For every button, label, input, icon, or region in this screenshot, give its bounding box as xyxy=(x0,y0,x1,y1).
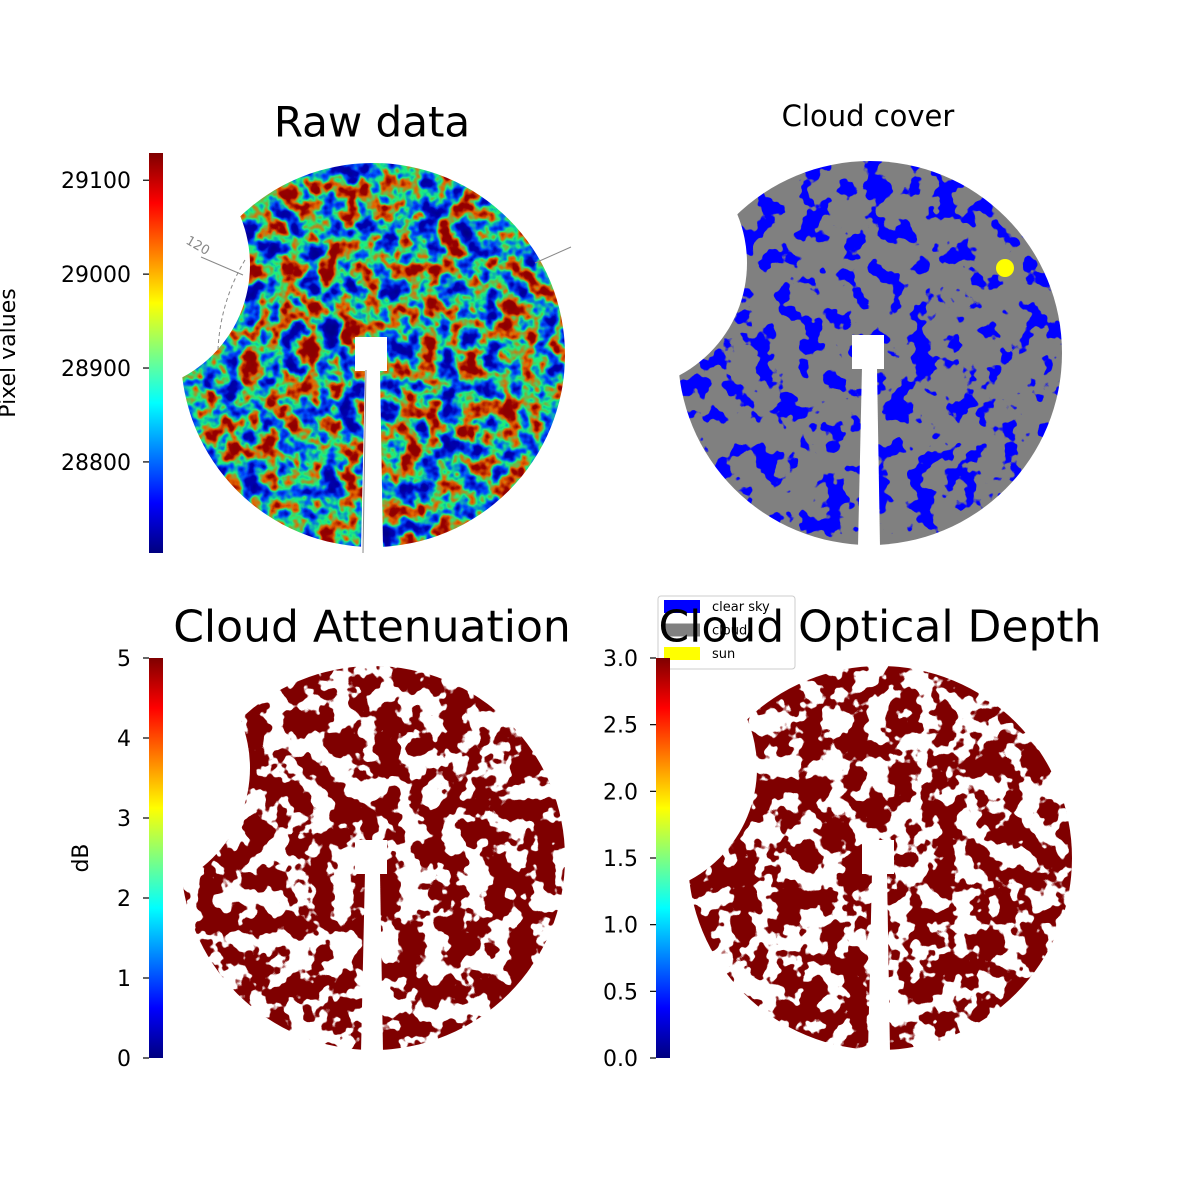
legend-swatch xyxy=(664,647,700,660)
colorbar-label: dB xyxy=(69,843,94,872)
colorbar-tick-label: 2.5 xyxy=(603,714,638,739)
polar-grid xyxy=(534,246,572,264)
image-texture xyxy=(688,666,1072,1054)
image xyxy=(181,163,565,551)
colorbar-tick-label: 1.5 xyxy=(603,847,638,872)
image xyxy=(678,161,1062,549)
colorbar-tick-label: 0 xyxy=(117,1047,131,1072)
colorbar-tick-label: 29100 xyxy=(61,169,131,194)
legend-label: sun xyxy=(712,647,735,662)
legend-label: cloud xyxy=(712,624,747,639)
panel xyxy=(678,161,1062,549)
panel-title: Cloud cover xyxy=(782,99,955,133)
colorbar-tick-label: 5 xyxy=(117,647,131,672)
polar-grid xyxy=(217,259,246,351)
panel-title: Raw data xyxy=(274,98,470,147)
image-texture xyxy=(678,161,1062,549)
colorbar-tick-label: 0.5 xyxy=(603,980,638,1005)
panel: 0 1 2 3 4 5 dB xyxy=(69,647,565,1072)
legend: clear sky cloud sun xyxy=(657,595,796,670)
image xyxy=(181,666,565,1054)
polar-grid xyxy=(200,256,244,276)
image xyxy=(688,666,1072,1054)
image-texture xyxy=(181,163,565,551)
image-texture xyxy=(181,666,565,1054)
panel-title: Cloud Optical Depth xyxy=(658,601,1101,652)
legend-swatch xyxy=(664,600,700,613)
colorbar-tick-label: 4 xyxy=(117,727,131,752)
sun-marker xyxy=(996,259,1014,277)
colorbar xyxy=(656,658,670,1058)
colorbar-tick-label: 29000 xyxy=(61,263,131,288)
panel: 0.0 0.5 1.0 1.5 2.0 2.5 3.0 xyxy=(603,647,1072,1072)
panel-title: Cloud Attenuation xyxy=(173,601,571,652)
colorbar-tick-label: 2.0 xyxy=(603,780,638,805)
colorbar-tick-label: 0.0 xyxy=(603,1047,638,1072)
colorbar-tick-label: 2 xyxy=(117,887,131,912)
legend-swatch xyxy=(664,623,700,637)
polar-grid xyxy=(362,369,367,554)
colorbar-tick-label: 3 xyxy=(117,807,131,832)
colorbar xyxy=(149,153,163,553)
colorbar-tick-label: 28900 xyxy=(61,357,131,382)
colorbar-label: Pixel values xyxy=(0,288,21,417)
colorbar-tick-label: 1 xyxy=(117,967,131,992)
legend-label: clear sky xyxy=(712,600,770,615)
colorbar-tick-label: 3.0 xyxy=(603,647,638,672)
colorbar xyxy=(149,658,163,1058)
colorbar-tick-label: 1.0 xyxy=(603,914,638,939)
colorbar-tick-label: 28800 xyxy=(61,451,131,476)
